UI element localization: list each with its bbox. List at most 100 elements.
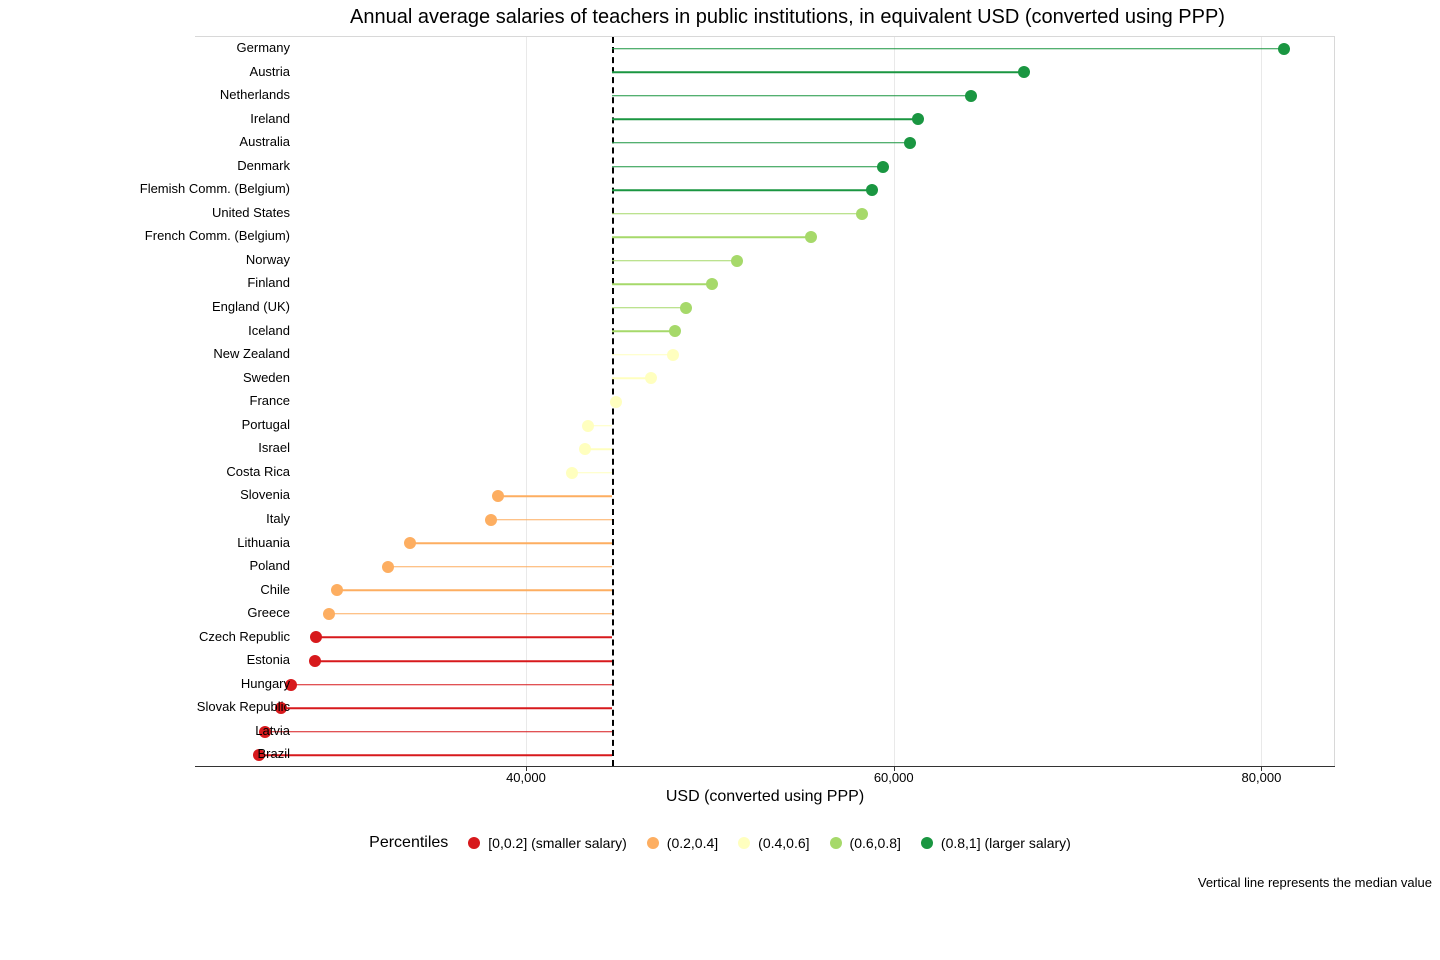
country-label: Estonia <box>105 648 290 672</box>
country-label: Costa Rica <box>105 460 290 484</box>
country-label: Slovenia <box>105 483 290 507</box>
lollipop-dot <box>485 514 497 526</box>
x-tick-label: 40,000 <box>506 770 546 785</box>
plot-area <box>195 36 1335 766</box>
country-label: Finland <box>105 271 290 295</box>
legend-item: (0.2,0.4] <box>647 835 718 851</box>
x-tick-label: 80,000 <box>1242 770 1282 785</box>
lollipop-line <box>316 637 612 639</box>
lollipop-dot <box>805 231 817 243</box>
legend-label: [0,0.2] (smaller salary) <box>488 835 626 851</box>
lollipop-line <box>612 307 686 309</box>
lollipop-line <box>329 613 612 615</box>
lollipop-line <box>612 95 971 97</box>
country-label: Israel <box>105 436 290 460</box>
grid-line <box>526 37 527 766</box>
lollipop-dot <box>610 396 622 408</box>
lollipop-line <box>388 566 612 568</box>
lollipop-line <box>265 731 613 733</box>
legend-label: (0.8,1] (larger salary) <box>941 835 1071 851</box>
country-label: Chile <box>105 578 290 602</box>
country-label: Austria <box>105 60 290 84</box>
lollipop-dot <box>965 90 977 102</box>
lollipop-dot <box>1018 66 1030 78</box>
lollipop-dot <box>866 184 878 196</box>
legend-title: Percentiles <box>369 834 448 852</box>
lollipop-line <box>315 660 613 662</box>
lollipop-dot <box>323 608 335 620</box>
grid-line <box>1261 37 1262 766</box>
legend-label: (0.4,0.6] <box>758 835 809 851</box>
lollipop-line <box>612 48 1283 50</box>
legend-item: (0.6,0.8] <box>830 835 901 851</box>
lollipop-dot <box>877 161 889 173</box>
lollipop-dot <box>404 537 416 549</box>
lollipop-line <box>612 213 862 215</box>
country-label: Ireland <box>105 107 290 131</box>
lollipop-line <box>281 707 612 709</box>
legend-dot <box>921 837 933 849</box>
country-label: Flemish Comm. (Belgium) <box>105 177 290 201</box>
lollipop-dot <box>309 655 321 667</box>
lollipop-dot <box>667 349 679 361</box>
country-label: New Zealand <box>105 342 290 366</box>
lollipop-dot <box>582 420 594 432</box>
lollipop-dot <box>680 302 692 314</box>
lollipop-line <box>612 260 737 262</box>
x-axis-title: USD (converted using PPP) <box>195 788 1335 806</box>
country-label: Lithuania <box>105 531 290 555</box>
legend-dot <box>830 837 842 849</box>
country-label: Iceland <box>105 319 290 343</box>
legend-label: (0.2,0.4] <box>667 835 718 851</box>
country-label: Poland <box>105 554 290 578</box>
chart-caption: Vertical line represents the median valu… <box>1198 875 1432 890</box>
lollipop-dot <box>912 113 924 125</box>
lollipop-line <box>612 72 1024 74</box>
lollipop-dot <box>856 208 868 220</box>
country-label: Denmark <box>105 154 290 178</box>
legend-dot <box>738 837 750 849</box>
lollipop-dot <box>731 255 743 267</box>
lollipop-line <box>410 543 612 545</box>
country-label: Czech Republic <box>105 625 290 649</box>
country-label: Germany <box>105 36 290 60</box>
country-label: England (UK) <box>105 295 290 319</box>
lollipop-line <box>612 236 811 238</box>
country-label: Latvia <box>105 719 290 743</box>
lollipop-line <box>612 189 871 191</box>
country-label: Brazil <box>105 742 290 766</box>
country-label: Portugal <box>105 413 290 437</box>
legend-label: (0.6,0.8] <box>850 835 901 851</box>
legend-item: (0.8,1] (larger salary) <box>921 835 1071 851</box>
lollipop-line <box>612 166 882 168</box>
lollipop-dot <box>492 490 504 502</box>
lollipop-dot <box>669 325 681 337</box>
lollipop-dot <box>310 631 322 643</box>
legend-dot <box>647 837 659 849</box>
grid-line <box>894 37 895 766</box>
lollipop-line <box>612 354 673 356</box>
lollipop-dot <box>904 137 916 149</box>
lollipop-line <box>337 590 613 592</box>
lollipop-line <box>498 495 612 497</box>
lollipop-dot <box>331 584 343 596</box>
lollipop-dot <box>706 278 718 290</box>
lollipop-dot <box>566 467 578 479</box>
lollipop-line <box>291 684 613 686</box>
lollipop-line <box>572 472 612 474</box>
chart-title: Annual average salaries of teachers in p… <box>195 6 1380 29</box>
country-label: Slovak Republic <box>105 695 290 719</box>
country-label: United States <box>105 201 290 225</box>
lollipop-dot <box>382 561 394 573</box>
country-label: Norway <box>105 248 290 272</box>
legend-item: [0,0.2] (smaller salary) <box>468 835 626 851</box>
lollipop-line <box>612 119 917 121</box>
country-label: French Comm. (Belgium) <box>105 224 290 248</box>
lollipop-line <box>612 284 711 286</box>
legend: Percentiles [0,0.2] (smaller salary) (0.2… <box>0 834 1440 852</box>
country-label: Hungary <box>105 672 290 696</box>
lollipop-line <box>491 519 612 521</box>
legend-item: (0.4,0.6] <box>738 835 809 851</box>
country-label: Italy <box>105 507 290 531</box>
lollipop-line <box>612 142 910 144</box>
